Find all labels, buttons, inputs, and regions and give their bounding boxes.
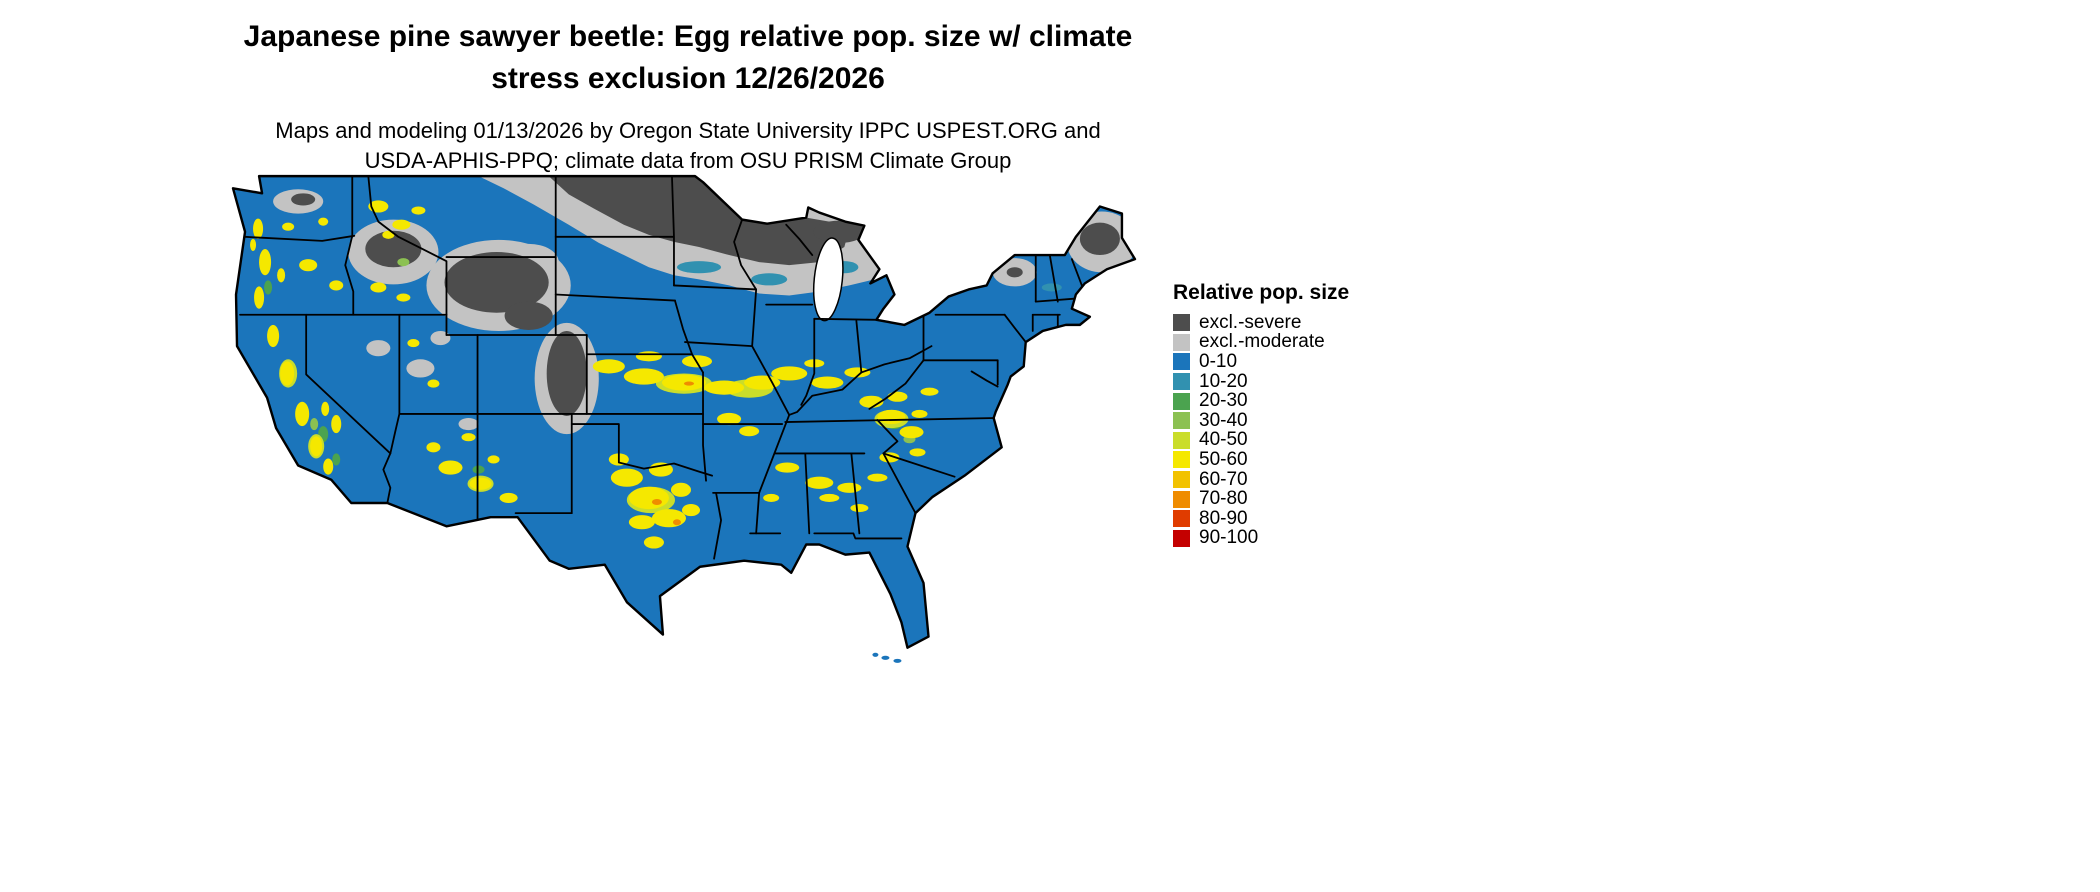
legend-item: 20-30 [1173,390,1349,412]
legend-item-label: excl.-moderate [1199,331,1325,353]
legend-item-label: 30-40 [1199,409,1248,431]
legend-swatch [1173,333,1190,351]
legend-title: Relative pop. size [1173,281,1350,304]
legend-swatch [1173,314,1190,332]
legend-item-label: 0-10 [1199,350,1238,372]
florida-keys [872,652,902,663]
legend-swatch [1173,529,1190,547]
legend-swatch [1173,392,1190,410]
band-70-80-patches [651,381,695,526]
legend-item-label: 60-70 [1199,468,1248,490]
legend-item: 30-40 [1173,409,1349,431]
legend-item-label: excl.-severe [1199,311,1302,333]
legend-item: 80-90 [1173,507,1349,529]
map-title-line2: stress exclusion 12/26/2026 [491,62,885,95]
excl-severe-region [291,176,1120,416]
legend-item-label: 10-20 [1199,370,1248,392]
map-subtitle: Maps and modeling 01/13/2026 by Oregon S… [0,116,1376,175]
legend-item: 90-100 [1173,527,1349,549]
us-outline [231,174,1137,649]
legend-item-label: 20-30 [1199,390,1248,412]
legend-swatch [1173,373,1190,391]
map-subtitle-line2: USDA-APHIS-PPQ; climate data from OSU PR… [364,147,1012,173]
legend-swatch [1173,431,1190,449]
lake-michigan [812,237,844,322]
legend-item-label: 70-80 [1199,488,1248,510]
legend-item: 40-50 [1173,429,1349,451]
legend-swatch [1173,490,1190,508]
us-choropleth-map [228,166,1150,672]
legend-item: 70-80 [1173,488,1349,510]
legend-swatch [1173,471,1190,489]
us-map-svg [231,174,1137,663]
map-title-line1: Japanese pine sawyer beetle: Egg relativ… [243,20,1133,53]
legend-swatch [1173,451,1190,469]
state-boundaries [239,176,1083,560]
legend-item: 50-60 [1173,448,1349,470]
legend-item-label: 50-60 [1199,448,1248,470]
legend-swatch [1173,412,1190,430]
legend-swatch [1173,353,1190,371]
legend: Relative pop. size excl.-severe excl.-mod… [1173,281,1349,548]
legend-item: 10-20 [1173,370,1349,392]
legend-item: 0-10 [1173,350,1349,372]
legend-item-label: 90-100 [1199,527,1259,549]
legend-item-label: 80-90 [1199,507,1248,529]
map-title: Japanese pine sawyer beetle: Egg relativ… [0,16,1376,100]
legend-swatch [1173,510,1190,528]
legend-item: excl.-severe [1173,311,1349,333]
legend-item-label: 40-50 [1199,429,1248,451]
legend-item: 60-70 [1173,468,1349,490]
band-10-20-patches [676,252,1062,292]
band-50-60-patches [250,200,939,549]
legend-items: excl.-severe excl.-moderate 0-10 10-20 20-30… [1173,311,1349,549]
legend-item: excl.-moderate [1173,331,1349,353]
header: Japanese pine sawyer beetle: Egg relativ… [0,16,1376,175]
map-subtitle-line1: Maps and modeling 01/13/2026 by Oregon S… [275,118,1101,143]
